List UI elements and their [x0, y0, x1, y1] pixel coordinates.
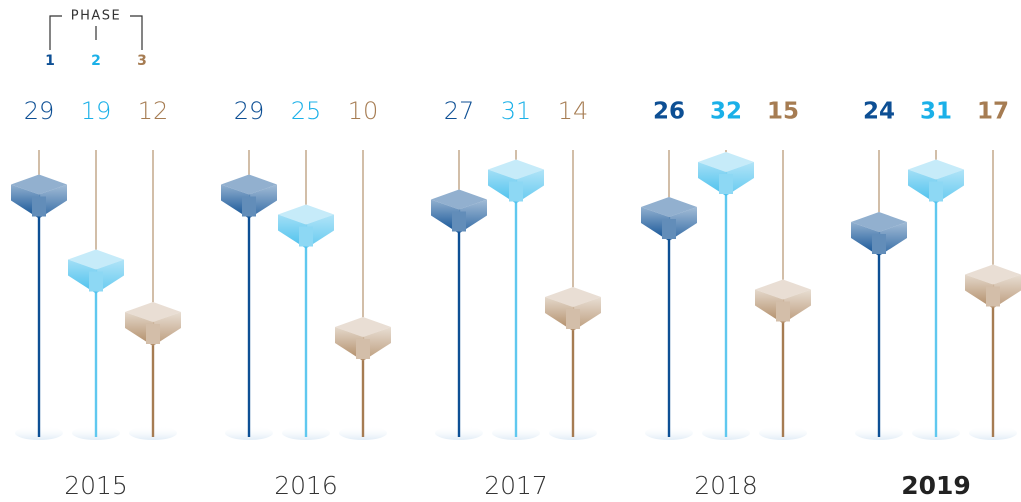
cube-marker — [278, 204, 334, 249]
x-tick-label: 2019 — [901, 471, 971, 500]
legend-label: 1 — [45, 53, 55, 69]
cube-notch — [776, 301, 790, 322]
cube-marker — [488, 159, 544, 204]
cube-marker — [125, 302, 181, 346]
cube-notch — [662, 219, 676, 239]
value-label: 15 — [767, 99, 799, 125]
legend-label: 2 — [91, 53, 101, 69]
cube-marker — [908, 159, 964, 204]
cube-marker — [68, 249, 124, 294]
cube-marker — [221, 174, 277, 219]
x-tick-label: 2015 — [64, 471, 128, 500]
legend-entries: 1 2 3 — [45, 53, 147, 69]
cube-marker — [545, 287, 601, 331]
cube-notch — [356, 339, 370, 359]
cube-notch — [872, 234, 886, 254]
value-label: 31 — [501, 97, 532, 125]
cube-marker — [431, 189, 487, 234]
cube-notch — [509, 181, 523, 202]
cube-notch — [299, 226, 313, 247]
value-label: 17 — [977, 99, 1009, 125]
value-label: 29 — [24, 97, 55, 125]
value-label: 12 — [138, 97, 169, 125]
cube-marker — [698, 152, 754, 196]
value-label: 31 — [920, 99, 952, 125]
value-label: 29 — [234, 97, 265, 125]
legend-bracket — [49, 15, 143, 50]
cube-notch — [452, 211, 466, 232]
value-label: 27 — [444, 97, 475, 125]
cube-notch — [89, 271, 103, 292]
cube-marker — [641, 197, 697, 241]
cube-notch — [146, 324, 160, 344]
value-label: 10 — [348, 97, 379, 125]
value-label: 32 — [710, 99, 742, 125]
x-tick-label: 2018 — [694, 471, 758, 500]
cube-notch — [986, 286, 1000, 307]
value-label: 19 — [81, 97, 112, 125]
cube-notch — [566, 309, 580, 329]
cube-marker — [965, 264, 1021, 309]
legend-title: PHASE — [71, 9, 121, 24]
x-tick-label: 2016 — [274, 471, 338, 500]
cube-notch — [242, 196, 256, 217]
value-label: 14 — [558, 97, 589, 125]
cube-notch — [32, 196, 46, 217]
cube-marker — [755, 279, 811, 324]
value-label: 24 — [863, 99, 895, 125]
cube-marker — [851, 212, 907, 256]
x-tick-label: 2017 — [484, 471, 548, 500]
cube-notch — [929, 181, 943, 202]
cube-notch — [719, 174, 733, 194]
value-label: 25 — [291, 97, 322, 125]
cube-marker — [11, 174, 67, 219]
legend-label: 3 — [137, 53, 147, 69]
cube-marker — [335, 317, 391, 361]
legend: PHASE — [49, 9, 143, 50]
value-label: 26 — [653, 99, 685, 125]
